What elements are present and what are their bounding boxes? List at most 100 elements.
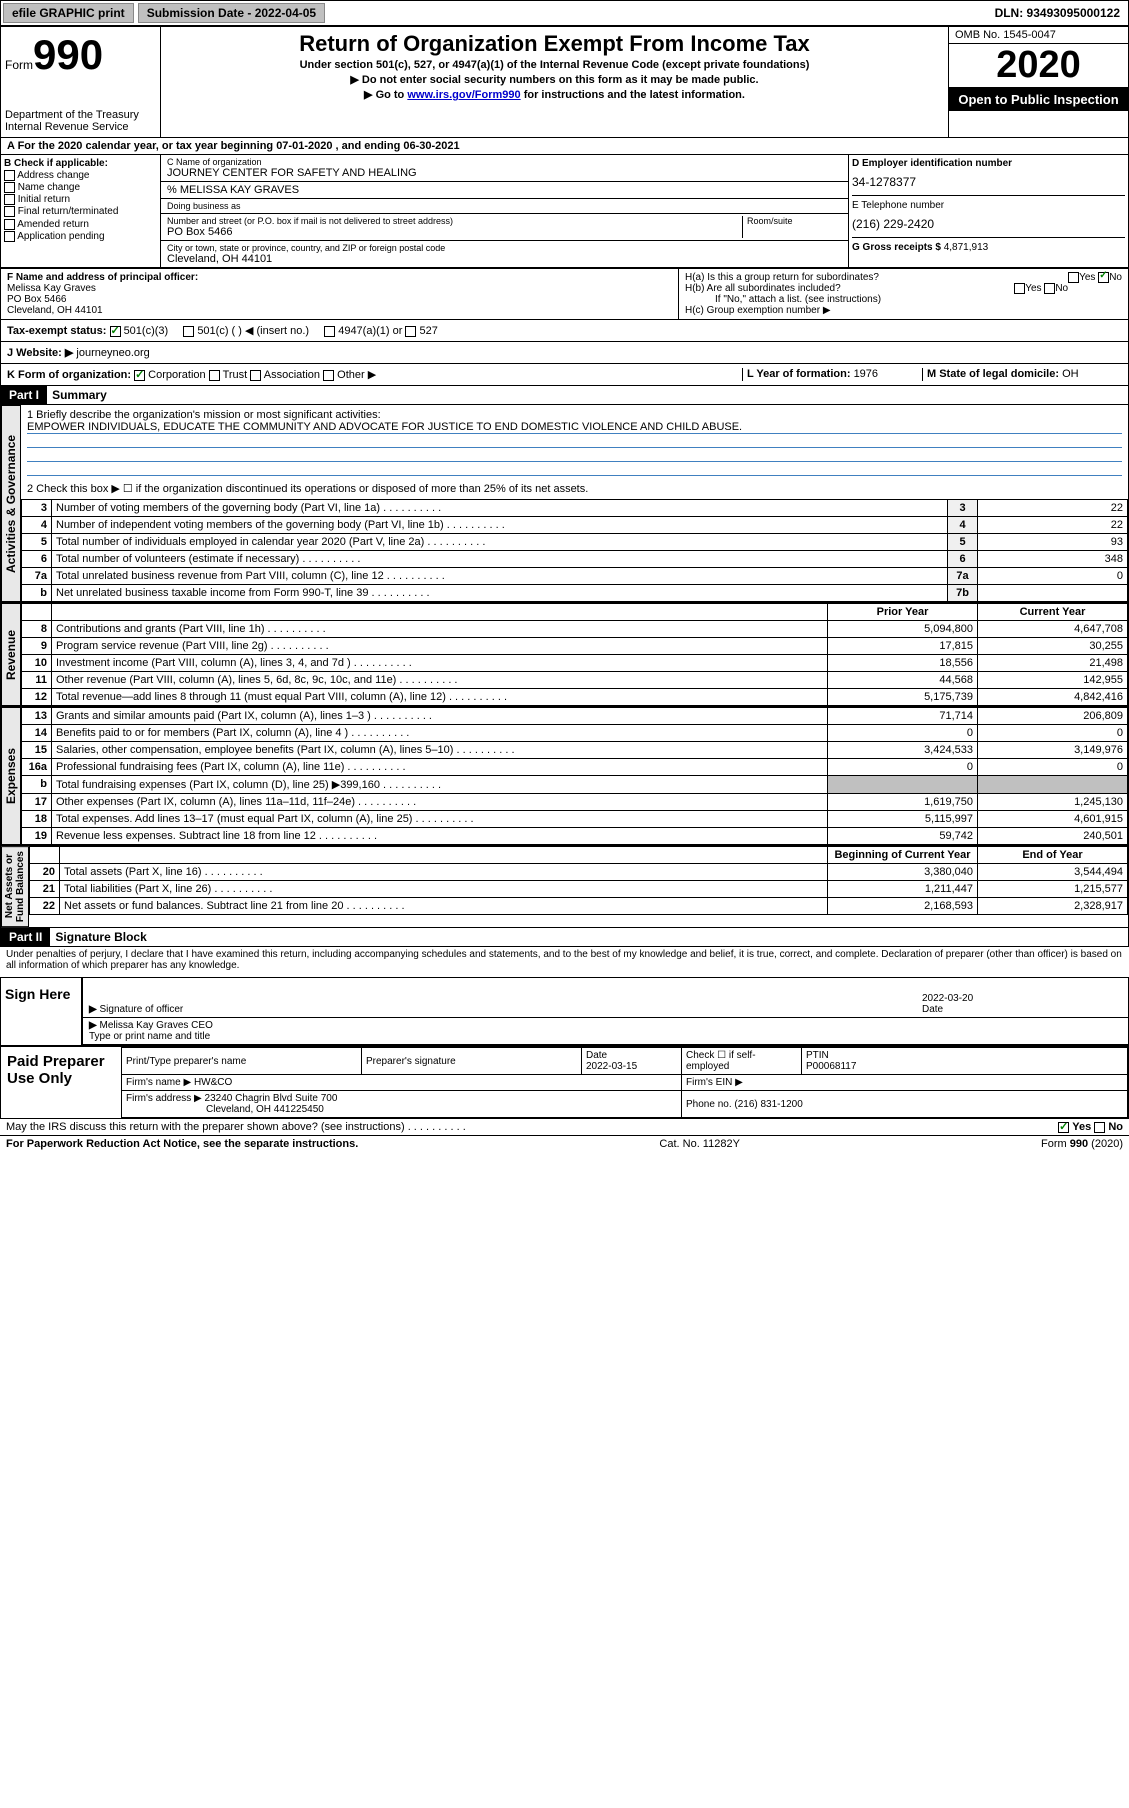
b-option[interactable]: Address change: [4, 170, 157, 181]
tax-year: 2020: [949, 44, 1128, 88]
sign-date-label: Date: [922, 1004, 1122, 1015]
form-number: 990: [33, 31, 103, 78]
discuss-row: May the IRS discuss this return with the…: [0, 1119, 1129, 1135]
c-name-label: C Name of organization: [167, 157, 842, 167]
table-row: 21Total liabilities (Part X, line 26)1,2…: [30, 881, 1128, 898]
table-row: 17Other expenses (Part IX, column (A), l…: [22, 794, 1128, 811]
year-formation: 1976: [854, 368, 878, 380]
paid-preparer-section: Paid Preparer Use Only Print/Type prepar…: [0, 1046, 1129, 1119]
vtab-netassets: Net Assets or Fund Balances: [1, 846, 29, 927]
officer-addr: PO Box 5466: [7, 294, 672, 305]
submission-button[interactable]: Submission Date - 2022-04-05: [138, 3, 325, 23]
city-label: City or town, state or province, country…: [167, 243, 842, 253]
section-bcd: B Check if applicable: Address change Na…: [0, 155, 1129, 268]
officer-name-title: Melissa Kay Graves CEO: [99, 1020, 212, 1031]
table-row: bTotal fundraising expenses (Part IX, co…: [22, 776, 1128, 794]
part1-title: Summary: [50, 386, 109, 404]
officer-name: Melissa Kay Graves: [7, 283, 672, 294]
table-row: bNet unrelated business taxable income f…: [22, 585, 1128, 602]
section-netassets: Net Assets or Fund Balances Beginning of…: [0, 846, 1129, 928]
part1-label: Part I: [1, 386, 47, 404]
tel-value: (216) 229-2420: [852, 217, 1125, 231]
footer-row: For Paperwork Reduction Act Notice, see …: [0, 1135, 1129, 1152]
ha-no[interactable]: [1098, 272, 1109, 283]
table-revenue: Prior YearCurrent Year8Contributions and…: [21, 603, 1128, 706]
section-revenue: Revenue Prior YearCurrent Year8Contribut…: [0, 603, 1129, 707]
city-state-zip: Cleveland, OH 44101: [167, 253, 842, 265]
k-corp[interactable]: [134, 370, 145, 381]
dba-label: Doing business as: [167, 201, 842, 211]
table-row: 22Net assets or fund balances. Subtract …: [30, 898, 1128, 915]
form-title-box: Form990 Department of the Treasury Inter…: [0, 26, 1129, 138]
firm-name: HW&CO: [194, 1077, 232, 1088]
tel-label: E Telephone number: [852, 195, 1125, 211]
q2: 2 Check this box ▶ ☐ if the organization…: [27, 482, 1122, 495]
ein-value: 34-1278377: [852, 175, 1125, 189]
ha-label: H(a) Is this a group return for subordin…: [685, 272, 879, 283]
irs-link[interactable]: www.irs.gov/Form990: [407, 89, 520, 101]
table-header: Beginning of Current YearEnd of Year: [30, 847, 1128, 864]
room-label: Room/suite: [747, 216, 842, 226]
cat-no: Cat. No. 11282Y: [659, 1138, 740, 1150]
state-domicile: OH: [1062, 368, 1079, 380]
sig-officer-label: Signature of officer: [99, 1004, 183, 1015]
col-c: C Name of organizationJOURNEY CENTER FOR…: [161, 155, 848, 267]
hb-note: If "No," attach a list. (see instruction…: [685, 294, 1122, 305]
line-i: Tax-exempt status: 501(c)(3) 501(c) ( ) …: [0, 320, 1129, 342]
hb-yes[interactable]: [1014, 283, 1025, 294]
b-option[interactable]: Amended return: [4, 219, 157, 230]
ha-yes[interactable]: [1068, 272, 1079, 283]
table-row: 7aTotal unrelated business revenue from …: [22, 568, 1128, 585]
hb-no[interactable]: [1044, 283, 1055, 294]
form-subtitle-3: ▶ Go to www.irs.gov/Form990 for instruct…: [165, 88, 944, 101]
part1-body: Activities & Governance 1 Briefly descri…: [0, 405, 1129, 603]
col-b: B Check if applicable: Address change Na…: [1, 155, 161, 267]
discuss-no[interactable]: [1094, 1122, 1105, 1133]
org-name: JOURNEY CENTER FOR SAFETY AND HEALING: [167, 167, 842, 179]
part1-header: Part I Summary: [0, 386, 1129, 405]
firm-addr1: 23240 Chagrin Blvd Suite 700: [205, 1093, 338, 1104]
form-title: Return of Organization Exempt From Incom…: [165, 31, 944, 57]
prep-sig-label: Preparer's signature: [362, 1048, 582, 1075]
table-header: Prior YearCurrent Year: [22, 604, 1128, 621]
ptin: P00068117: [806, 1061, 856, 1072]
line-klm: K Form of organization: Corporation Trus…: [0, 364, 1129, 386]
website: journeyneo.org: [76, 347, 149, 359]
table-netassets: Beginning of Current YearEnd of Year20To…: [29, 846, 1128, 915]
care-of: % MELISSA KAY GRAVES: [167, 184, 842, 196]
b-option[interactable]: Name change: [4, 182, 157, 193]
vtab-revenue: Revenue: [1, 603, 21, 706]
table-row: 18Total expenses. Add lines 13–17 (must …: [22, 811, 1128, 828]
self-employed: Check ☐ if self-employed: [682, 1048, 802, 1075]
k-assoc[interactable]: [250, 370, 261, 381]
b-option[interactable]: Application pending: [4, 231, 157, 242]
firm-phone: (216) 831-1200: [734, 1099, 802, 1110]
table-row: 15Salaries, other compensation, employee…: [22, 742, 1128, 759]
firm-ein-label: Firm's EIN ▶: [682, 1075, 1128, 1091]
table-row: 16aProfessional fundraising fees (Part I…: [22, 759, 1128, 776]
b-option[interactable]: Initial return: [4, 194, 157, 205]
table-row: 8Contributions and grants (Part VIII, li…: [22, 621, 1128, 638]
i-501c[interactable]: [183, 326, 194, 337]
omb-number: OMB No. 1545-0047: [949, 27, 1128, 44]
prep-name-label: Print/Type preparer's name: [122, 1048, 362, 1075]
discuss-yes[interactable]: [1058, 1122, 1069, 1133]
col-d: D Employer identification number 34-1278…: [848, 155, 1128, 267]
table-row: 5Total number of individuals employed in…: [22, 534, 1128, 551]
i-4947[interactable]: [324, 326, 335, 337]
section-expenses: Expenses 13Grants and similar amounts pa…: [0, 707, 1129, 846]
declaration: Under penalties of perjury, I declare th…: [0, 947, 1129, 973]
discuss-text: May the IRS discuss this return with the…: [6, 1121, 466, 1133]
b-option[interactable]: Final return/terminated: [4, 206, 157, 217]
table-row: 14Benefits paid to or for members (Part …: [22, 725, 1128, 742]
k-trust[interactable]: [209, 370, 220, 381]
table-row: 20Total assets (Part X, line 16)3,380,04…: [30, 864, 1128, 881]
i-501c3[interactable]: [110, 326, 121, 337]
form-ref: Form 990 (2020): [1041, 1138, 1123, 1150]
open-inspection: Open to Public Inspection: [949, 88, 1128, 111]
efile-button[interactable]: efile GRAPHIC print: [3, 3, 134, 23]
addr-label: Number and street (or P.O. box if mail i…: [167, 216, 742, 226]
dln-text: DLN: 93493095000122: [987, 4, 1128, 22]
i-527[interactable]: [405, 326, 416, 337]
k-other[interactable]: [323, 370, 334, 381]
